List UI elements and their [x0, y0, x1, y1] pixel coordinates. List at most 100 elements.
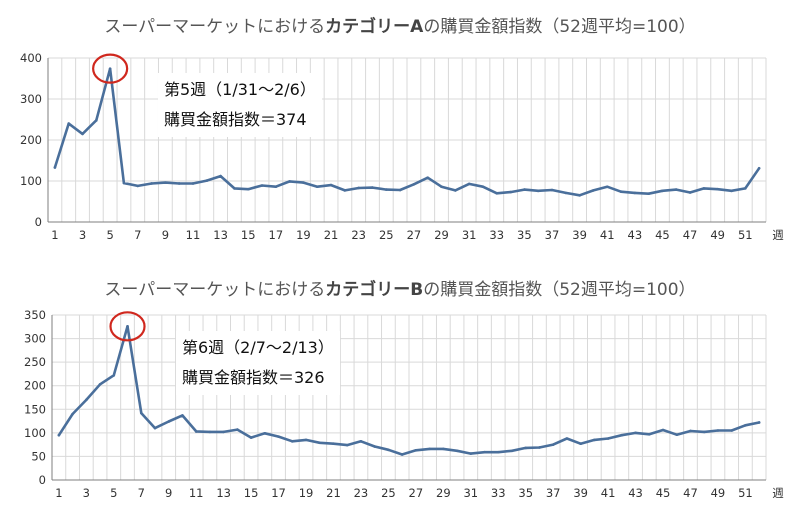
- data-point: [716, 187, 719, 191]
- data-point: [414, 449, 418, 452]
- data-point: [191, 182, 195, 185]
- data-point: [454, 189, 457, 192]
- y-tick-label: 0: [35, 215, 42, 229]
- data-point: [122, 181, 126, 185]
- data-point: [469, 452, 473, 455]
- data-point: [510, 449, 514, 453]
- data-point: [136, 184, 140, 188]
- annotation-value: 購買金額指数＝374: [164, 110, 307, 129]
- x-tick-label: 43: [628, 486, 643, 500]
- x-tick-label: 51: [738, 486, 753, 500]
- x-tick-label: 29: [436, 486, 451, 500]
- data-point: [95, 119, 98, 122]
- y-tick-label: 200: [20, 133, 42, 147]
- x-tick-label: 17: [269, 228, 284, 242]
- y-tick-label: 400: [20, 51, 42, 65]
- x-tick-label: 29: [434, 228, 449, 242]
- x-tick-label: 35: [518, 486, 533, 500]
- data-point: [605, 185, 609, 189]
- x-tick-label: 5: [106, 228, 113, 242]
- series-line: [53, 67, 761, 197]
- x-tick-label: 51: [738, 228, 753, 242]
- x-tick-label: 13: [216, 486, 231, 500]
- x-tick-label: 41: [600, 228, 615, 242]
- x-tick-label: 35: [517, 228, 532, 242]
- data-point: [236, 428, 239, 431]
- data-point: [400, 453, 404, 456]
- x-tick-label: 43: [628, 228, 643, 242]
- data-point: [606, 437, 610, 440]
- data-point: [426, 176, 430, 180]
- data-point: [167, 420, 171, 423]
- data-point: [551, 443, 555, 446]
- data-point: [81, 132, 84, 136]
- data-point: [126, 325, 129, 328]
- data-point: [455, 449, 459, 453]
- x-axis-label: 週: [772, 228, 784, 242]
- data-point: [274, 185, 278, 189]
- x-tick-label: 37: [545, 228, 560, 242]
- data-point: [304, 438, 308, 442]
- data-point: [263, 432, 267, 435]
- annotation-week: 第6週（2/7～2/13）: [182, 338, 334, 357]
- title-suffix: の購買金額指数（52週平均=100）: [423, 280, 696, 300]
- x-tick-label: 47: [683, 486, 698, 500]
- data-point: [495, 192, 499, 195]
- data-point: [290, 440, 294, 443]
- x-tick-label: 1: [51, 228, 58, 242]
- data-point: [246, 187, 250, 191]
- data-point: [743, 187, 747, 190]
- x-tick-label: 3: [83, 486, 90, 500]
- y-tick-label: 0: [39, 473, 46, 487]
- peak-annotation: 第5週（1/31～2/6） 購買金額指数＝374: [158, 73, 322, 137]
- annotation-week: 第5週（1/31～2/6）: [164, 80, 316, 99]
- x-tick-label: 31: [462, 228, 477, 242]
- data-point: [689, 429, 692, 433]
- data-point: [222, 430, 225, 434]
- y-tick-label: 300: [20, 92, 42, 106]
- x-tick-label: 17: [271, 486, 286, 500]
- x-tick-label: 27: [407, 228, 422, 242]
- peak-annotation: 第6週（2/7～2/13） 購買金額指数＝326: [176, 331, 340, 395]
- data-point: [702, 187, 706, 190]
- data-point: [674, 188, 678, 191]
- data-point: [716, 429, 720, 432]
- data-point: [647, 192, 650, 196]
- data-point: [730, 429, 733, 432]
- data-point: [757, 166, 761, 170]
- series-line: [57, 324, 761, 456]
- y-tick-label: 300: [24, 332, 46, 346]
- data-point: [440, 185, 443, 189]
- data-point: [633, 191, 637, 195]
- data-point: [357, 186, 360, 190]
- x-tick-label: 25: [381, 486, 396, 500]
- data-point: [523, 188, 526, 191]
- title-category: カテゴリーB: [325, 280, 424, 300]
- x-tick-label: 21: [326, 486, 341, 500]
- x-axis-label: 週: [772, 486, 784, 500]
- x-tick-label: 49: [710, 228, 725, 242]
- data-point: [536, 189, 540, 193]
- x-tick-label: 11: [189, 486, 204, 500]
- data-point: [208, 430, 212, 434]
- data-point: [373, 445, 376, 448]
- x-tick-label: 37: [546, 486, 561, 500]
- peak-highlight-circle: [92, 53, 129, 84]
- data-point: [579, 442, 582, 445]
- x-tick-label: 5: [110, 486, 117, 500]
- title-category: カテゴリーA: [325, 17, 424, 37]
- data-point: [359, 440, 363, 443]
- data-point: [757, 421, 761, 424]
- data-point: [565, 437, 569, 440]
- data-point: [315, 185, 319, 189]
- data-point: [233, 187, 236, 190]
- x-tick-label: 7: [138, 486, 145, 500]
- data-point: [98, 383, 102, 386]
- data-point: [620, 433, 624, 437]
- data-point: [496, 450, 500, 454]
- x-tick-label: 7: [134, 228, 141, 242]
- data-point: [194, 430, 198, 433]
